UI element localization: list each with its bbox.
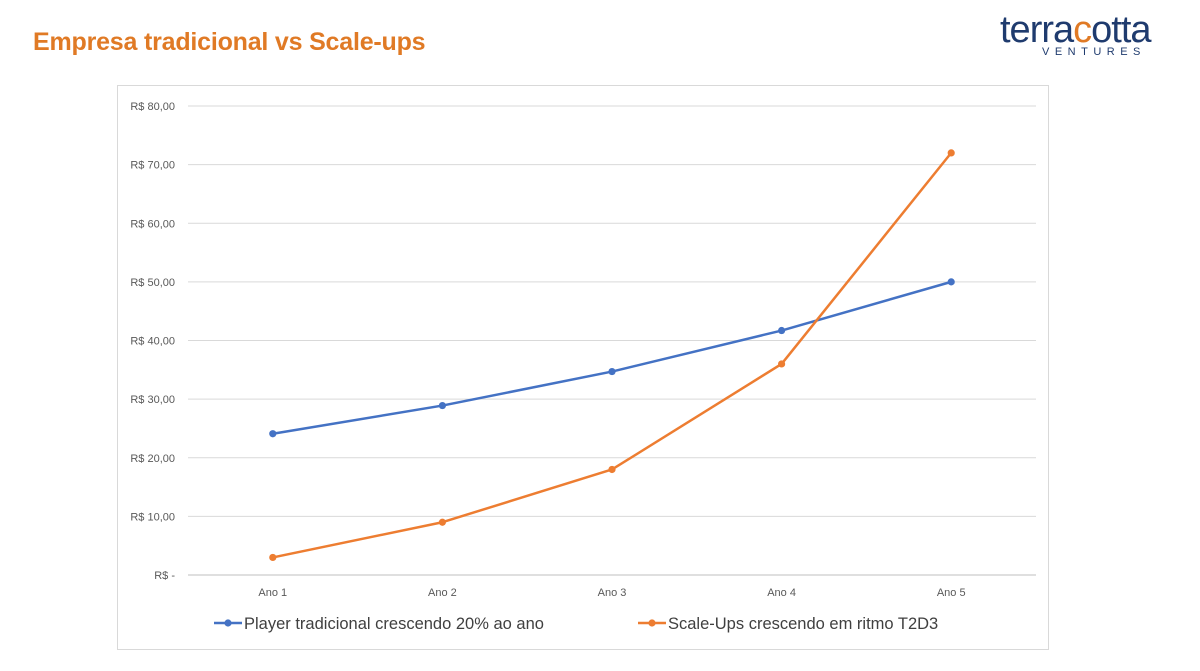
y-tick-label: R$ 10,00	[130, 511, 175, 523]
series-line-1	[272, 280, 952, 435]
y-tick-label: R$ 30,00	[130, 394, 175, 406]
data-point	[269, 430, 277, 438]
legend-marker-2	[648, 619, 656, 627]
x-tick-label: Ano 4	[767, 587, 796, 599]
logo-wordmark: terracotta	[1000, 9, 1152, 51]
x-tick-label: Ano 3	[598, 587, 627, 599]
chart-area: R$ - R$ 10,00 R$ 20,00 R$ 30,00 R$ 40,00 R$ 5…	[117, 85, 1049, 650]
y-tick-label: R$ 40,00	[130, 336, 175, 348]
data-point	[778, 360, 786, 368]
series-line-2	[272, 152, 953, 559]
data-point	[947, 278, 955, 286]
line-chart: R$ - R$ 10,00 R$ 20,00 R$ 30,00 R$ 40,00 R$ 5…	[130, 101, 1036, 633]
y-tick-label: R$ 60,00	[130, 218, 175, 230]
x-tick-label: Ano 5	[937, 587, 966, 599]
legend-label-1: Player tradicional crescendo 20% ao ano	[244, 615, 544, 633]
legend-label-2: Scale-Ups crescendo em ritmo T2D3	[668, 615, 938, 633]
x-tick-label: Ano 1	[258, 587, 287, 599]
data-point	[608, 367, 616, 376]
data-point	[438, 401, 446, 410]
data-point	[608, 465, 616, 474]
slide-title: Empresa tradicional vs Scale-ups	[33, 28, 426, 56]
y-tick-label: R$ 20,00	[130, 453, 175, 465]
x-tick-label: Ano 2	[428, 587, 457, 599]
logo-subtitle: VENTURES	[1042, 46, 1146, 58]
data-point	[947, 149, 955, 157]
y-tick-label: R$ -	[154, 570, 175, 582]
data-point	[269, 553, 277, 562]
legend-marker-1	[224, 619, 232, 627]
data-point	[438, 518, 446, 526]
y-tick-label: R$ 80,00	[130, 101, 175, 113]
y-tick-label: R$ 70,00	[130, 160, 175, 172]
y-tick-label: R$ 50,00	[130, 277, 175, 289]
terracotta-ventures-logo: terracotta VENTURES	[1000, 10, 1185, 60]
data-point	[778, 326, 786, 335]
